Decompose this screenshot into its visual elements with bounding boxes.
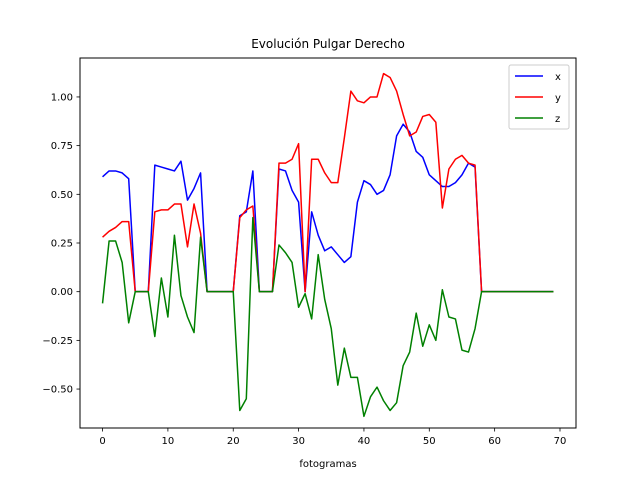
y-tick-label: 0.75 <box>51 141 73 152</box>
legend-label-x: x <box>555 72 561 83</box>
x-tick-label: 30 <box>292 436 305 447</box>
x-tick-label: 10 <box>162 436 175 447</box>
x-tick-label: 40 <box>358 436 371 447</box>
x-tick-label: 70 <box>554 436 567 447</box>
y-tick-label: −0.50 <box>42 385 73 396</box>
y-tick-label: −0.25 <box>42 336 73 347</box>
y-axis-ticks: −0.50 −0.25 0.00 0.25 0.50 0.75 1.00 <box>42 92 80 396</box>
legend-label-y: y <box>555 93 561 104</box>
x-tick-label: 20 <box>227 436 240 447</box>
x-axis-label: fotogramas <box>299 459 356 470</box>
x-axis-ticks: 0 10 20 30 40 50 60 70 <box>99 428 566 447</box>
x-tick-label: 60 <box>488 436 501 447</box>
series-layer <box>101 72 554 418</box>
legend: xyz <box>508 64 570 130</box>
legend-label-z: z <box>555 114 560 125</box>
y-tick-label: 1.00 <box>51 92 73 103</box>
y-tick-label: 0.25 <box>51 239 73 250</box>
series-line-y <box>102 72 554 293</box>
x-tick-label: 0 <box>99 436 105 447</box>
y-tick-label: 0.00 <box>51 287 73 298</box>
y-tick-label: 0.50 <box>51 190 73 201</box>
series-line-z <box>101 216 554 418</box>
chart-title: Evolución Pulgar Derecho <box>251 37 405 51</box>
x-tick-label: 50 <box>423 436 436 447</box>
